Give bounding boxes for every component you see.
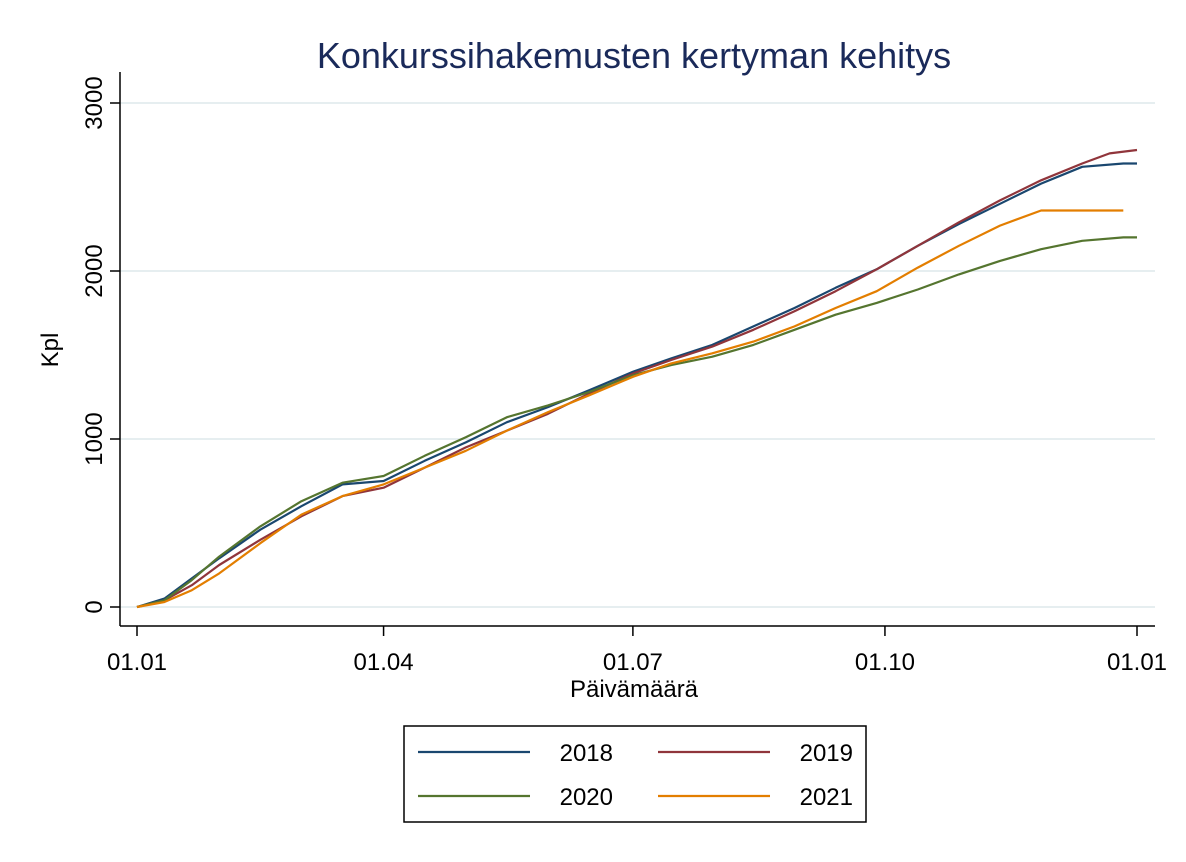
y-tick-label-2: 2000	[81, 244, 108, 297]
x-tick-label-2: 01.07	[603, 649, 663, 676]
series-line-2019	[136, 148, 1138, 609]
legend-box	[403, 725, 867, 823]
y-axis-ticks: 0 1000 2000 3000	[81, 76, 120, 614]
series-line-2020	[136, 236, 1137, 609]
x-tick-label-4: 01.01	[1107, 649, 1167, 676]
axes	[119, 72, 1155, 627]
y-tick-label-1: 1000	[81, 412, 108, 465]
x-tick-label-1: 01.04	[354, 649, 414, 676]
legend-items: 2018 2019 2020 2021	[418, 740, 853, 811]
legend-label-2019: 2019	[800, 740, 853, 767]
x-axis-ticks: 01.01 01.04 01.07 01.10 01.01	[107, 626, 1167, 676]
y-tick-label-0: 0	[81, 600, 108, 613]
x-axis-title: Päivämäärä	[570, 676, 699, 703]
legend-label-2020: 2020	[560, 784, 613, 811]
legend: 2018 2019 2020 2021	[403, 725, 867, 823]
x-tick-label-0: 01.01	[107, 649, 167, 676]
x-tick-label-3: 01.10	[855, 649, 915, 676]
series-lines	[136, 148, 1138, 609]
y-tick-label-3: 3000	[81, 76, 108, 129]
chart-title: Konkurssihakemusten kertyman kehitys	[317, 35, 951, 76]
legend-label-2018: 2018	[560, 740, 613, 767]
series-line-2018	[136, 162, 1137, 609]
legend-label-2021: 2021	[800, 784, 853, 811]
gridlines	[120, 102, 1155, 608]
series-line-2021	[136, 209, 1124, 609]
y-axis-title: Kpl	[37, 333, 64, 368]
